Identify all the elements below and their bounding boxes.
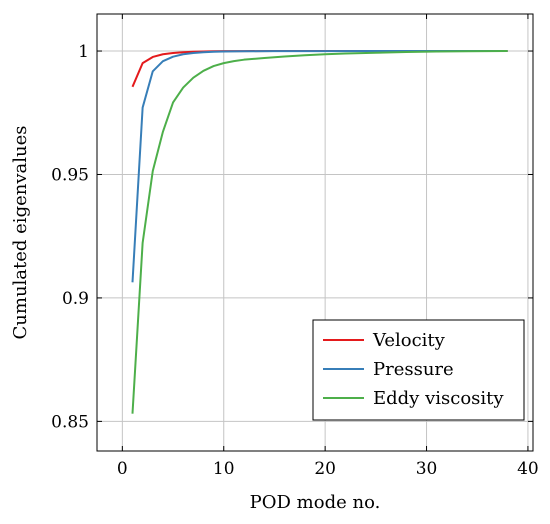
x-tick-label: 0 (117, 459, 128, 479)
x-tick-labels: 0 10 20 30 40 (117, 459, 539, 479)
x-tick-label: 20 (314, 459, 336, 479)
y-tick-label: 0.85 (51, 412, 89, 432)
series-lines (131, 50, 508, 414)
plot-frame (96, 13, 534, 452)
x-tick-label: 10 (213, 459, 235, 479)
y-tick-label: 0.9 (62, 289, 89, 309)
y-tick-label: 1 (78, 42, 89, 62)
x-axis-label: POD mode no. (250, 492, 381, 513)
y-axis-label: Cumulated eigenvalues (10, 126, 31, 340)
series-line-pressure (131, 50, 508, 283)
tick-marks (97, 14, 533, 451)
legend-label-velocity: Velocity (372, 330, 446, 351)
x-tick-label: 30 (416, 459, 438, 479)
x-tick-label: 40 (517, 459, 539, 479)
legend-label-eddy-viscosity: Eddy viscosity (373, 388, 504, 409)
y-tick-labels: 0.85 0.9 0.95 1 (51, 42, 89, 432)
legend-label-pressure: Pressure (373, 359, 454, 380)
y-tick-label: 0.95 (51, 165, 89, 185)
series-line-eddy-viscosity (131, 50, 508, 414)
legend: Velocity Pressure Eddy viscosity (312, 319, 525, 421)
